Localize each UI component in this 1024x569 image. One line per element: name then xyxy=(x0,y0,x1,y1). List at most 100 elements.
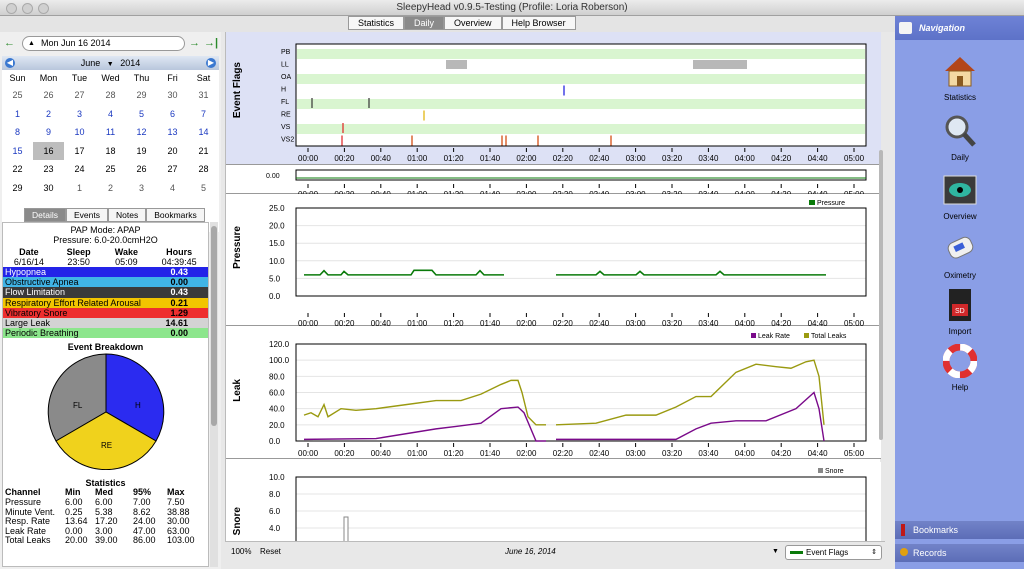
calendar-day[interactable]: 7 xyxy=(200,108,206,119)
minimize-window-button[interactable] xyxy=(22,3,33,14)
overview-strip: 0.00 00:00 00:20 00:40 01:00 01:20 01:40 02:00 0… xyxy=(226,166,881,194)
calendar-year[interactable]: 2014 xyxy=(120,58,141,68)
calendar-day[interactable]: 8 xyxy=(14,127,20,138)
pie-slice-re xyxy=(55,411,157,471)
time-tick-label: 02:20 xyxy=(553,319,574,326)
event-index-row[interactable]: Periodic Breathing 0.00 xyxy=(3,328,208,339)
nav-help[interactable]: Help xyxy=(930,343,990,392)
calendar-day[interactable]: 2 xyxy=(45,108,51,119)
session-hours: 04:39:45 xyxy=(161,256,197,267)
main-tab-bar: Statistics Daily Overview Help Browser xyxy=(0,16,895,32)
nav-daily[interactable]: Daily xyxy=(930,114,990,162)
calendar-day[interactable]: 21 xyxy=(198,145,209,156)
nav-statistics[interactable]: Statistics xyxy=(930,54,990,102)
nav-label: Import xyxy=(948,327,972,336)
next-day-arrow-icon[interactable]: → xyxy=(189,37,200,49)
calendar-day[interactable]: 23 xyxy=(43,164,54,175)
calendar-day[interactable]: 29 xyxy=(136,90,147,100)
calendar-day[interactable]: 11 xyxy=(105,127,116,138)
nav-import[interactable]: SD Import xyxy=(930,288,990,336)
calendar-day[interactable]: 14 xyxy=(198,127,209,138)
event-index-row[interactable]: Large Leak 14.61 xyxy=(3,317,208,329)
event-index-row[interactable]: Obstructive Apnea 0.00 xyxy=(3,277,208,288)
calendar-day[interactable]: 4 xyxy=(169,182,175,193)
month-dropdown-icon[interactable]: ▼ xyxy=(106,61,114,68)
prev-day-arrow-icon[interactable]: ← xyxy=(4,37,15,49)
filter-icon[interactable]: ▼ xyxy=(772,548,779,555)
calendar-day[interactable]: 30 xyxy=(43,182,54,193)
event-index-row[interactable]: Hypopnea 0.43 xyxy=(3,267,208,278)
calendar-day[interactable]: 25 xyxy=(12,90,23,100)
calendar-day[interactable]: 15 xyxy=(12,145,23,156)
event-index-row[interactable]: Vibratory Snore 1.29 xyxy=(3,307,208,318)
calendar-day[interactable]: 1 xyxy=(76,182,82,193)
last-day-arrow-icon[interactable]: →| xyxy=(204,37,219,49)
bookmarks-section[interactable]: Bookmarks xyxy=(895,521,1024,539)
calendar-day[interactable]: 25 xyxy=(105,164,116,175)
calendar-day[interactable]: 27 xyxy=(74,90,85,100)
event-index-row[interactable]: Flow Limitation 0.43 xyxy=(3,287,208,298)
calendar-day[interactable]: 13 xyxy=(167,127,178,138)
calendar-day[interactable]: 22 xyxy=(12,164,23,175)
calendar-day[interactable]: 18 xyxy=(105,145,116,156)
time-tick-label: 02:00 xyxy=(516,449,537,458)
calendar-day[interactable]: 31 xyxy=(198,90,209,100)
nav-oximetry[interactable]: Oximetry xyxy=(930,232,990,280)
time-tick-label: 00:40 xyxy=(371,190,392,194)
close-window-button[interactable] xyxy=(6,3,17,14)
graphs-scrollbar[interactable] xyxy=(879,150,883,440)
leak-rate-line xyxy=(303,406,546,442)
calendar-day[interactable]: 12 xyxy=(136,127,147,138)
nav-overview[interactable]: Overview xyxy=(930,173,990,221)
stats-cell: 20.00 xyxy=(65,535,88,546)
subtab-bookmarks[interactable]: Bookmarks xyxy=(146,208,205,222)
weekday-label: Sat xyxy=(196,73,211,83)
prev-month-icon[interactable]: ◀ xyxy=(5,58,15,68)
subtab-details[interactable]: Details xyxy=(24,208,66,222)
calendar-day[interactable]: 24 xyxy=(74,164,85,175)
calendar-day[interactable]: 26 xyxy=(136,164,147,175)
calendar-day[interactable]: 17 xyxy=(74,145,85,156)
time-tick-label: 00:00 xyxy=(298,154,319,163)
calendar-day[interactable]: 10 xyxy=(74,127,85,138)
calendar-day[interactable]: 30 xyxy=(167,90,178,100)
calendar-day[interactable]: 3 xyxy=(76,108,82,119)
reset-button[interactable]: Reset xyxy=(260,547,281,556)
tab-overview[interactable]: Overview xyxy=(444,16,502,30)
calendar-day[interactable]: 1 xyxy=(14,108,20,119)
svg-text:SD: SD xyxy=(955,308,965,315)
calendar-day[interactable]: 29 xyxy=(12,182,23,193)
event-label: Hypopnea xyxy=(5,267,47,277)
calendar-month[interactable]: June xyxy=(80,58,101,68)
subtab-events[interactable]: Events xyxy=(65,208,108,222)
tab-daily[interactable]: Daily xyxy=(404,16,445,30)
calendar-day[interactable]: 4 xyxy=(107,108,113,119)
calendar-day[interactable]: 16 xyxy=(33,141,64,161)
calendar-day[interactable]: 20 xyxy=(167,145,178,156)
subtab-notes[interactable]: Notes xyxy=(107,208,147,222)
calendar-day[interactable]: 19 xyxy=(136,145,147,156)
zoom-window-button[interactable] xyxy=(38,3,49,14)
calendar-day[interactable]: 27 xyxy=(167,164,178,175)
event-index-row[interactable]: Respiratory Effort Related Arousal 0.21 xyxy=(3,297,208,308)
calendar-day[interactable]: 26 xyxy=(43,90,54,100)
date-selector[interactable]: ▲ Mon Jun 16 2014 xyxy=(22,36,185,51)
calendar-day[interactable]: 28 xyxy=(105,90,116,100)
calendar-day[interactable]: 2 xyxy=(107,182,113,193)
calendar-day[interactable]: 6 xyxy=(169,108,175,119)
next-month-icon[interactable]: ▶ xyxy=(206,58,216,68)
calendar-day[interactable]: 28 xyxy=(198,164,209,175)
records-section[interactable]: Records xyxy=(895,544,1024,562)
calendar-day[interactable]: 5 xyxy=(200,182,206,193)
tab-help-browser[interactable]: Help Browser xyxy=(501,16,576,30)
scroll-thumb[interactable] xyxy=(211,226,217,426)
calendar-day[interactable]: 9 xyxy=(45,127,51,138)
calendar-day[interactable]: 3 xyxy=(138,182,144,193)
details-scrollbar[interactable] xyxy=(210,222,218,567)
calendar-day[interactable]: 5 xyxy=(138,108,144,119)
tab-statistics[interactable]: Statistics xyxy=(348,16,405,30)
weekday-label: Tue xyxy=(71,73,88,83)
time-tick-label: 01:00 xyxy=(407,190,428,194)
event-value: 0.43 xyxy=(170,287,188,298)
graph-selector-dropdown[interactable]: Event Flags ⇕ xyxy=(785,545,882,560)
